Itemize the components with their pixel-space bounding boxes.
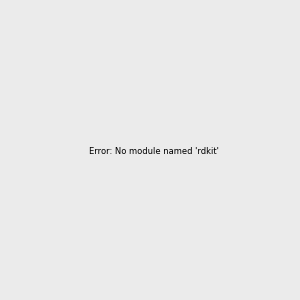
Text: Error: No module named 'rdkit': Error: No module named 'rdkit' xyxy=(89,147,219,156)
